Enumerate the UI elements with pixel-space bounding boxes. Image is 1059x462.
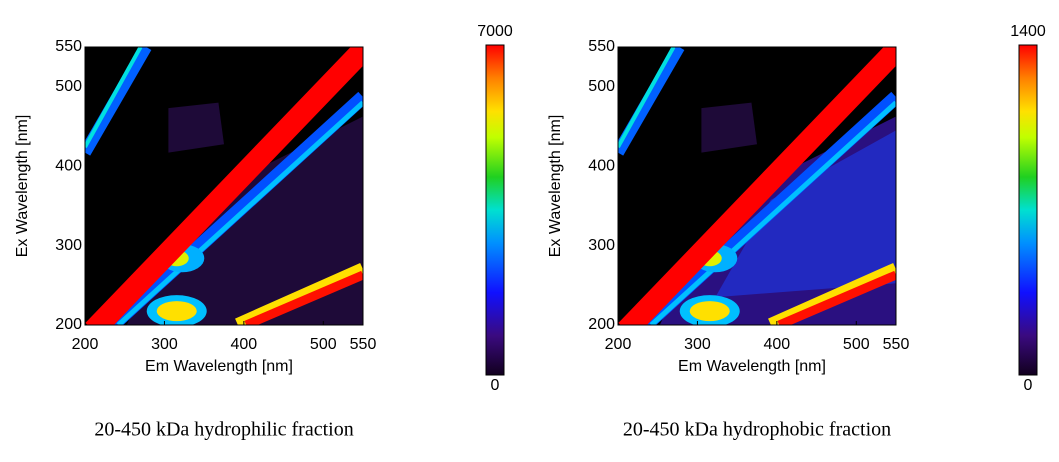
heatmap bbox=[85, 47, 363, 325]
band bbox=[244, 270, 363, 325]
band bbox=[85, 47, 143, 149]
x-axis-label: Em Wavelength [nm] bbox=[678, 358, 826, 375]
x-tick-label: 550 bbox=[883, 336, 910, 353]
y-tick-label: 400 bbox=[588, 157, 615, 174]
y-tick-label: 300 bbox=[588, 237, 615, 254]
y-tick-label: 550 bbox=[588, 38, 615, 55]
caption: 20-450 kDa hydrophilic fraction bbox=[94, 419, 353, 441]
x-tick-label: 300 bbox=[151, 336, 178, 353]
band bbox=[641, 91, 896, 325]
region bbox=[126, 116, 363, 325]
y-axis-label: Ex Wavelength [nm] bbox=[547, 115, 564, 258]
y-tick-label: 550 bbox=[55, 38, 82, 55]
x-tick-label: 400 bbox=[764, 336, 791, 353]
band bbox=[108, 91, 363, 325]
y-axis-label: Ex Wavelength [nm] bbox=[14, 115, 31, 258]
band bbox=[618, 47, 896, 325]
x-tick-label: 550 bbox=[350, 336, 377, 353]
frame bbox=[617, 46, 897, 326]
x-tick-label: 200 bbox=[605, 336, 632, 353]
x-axis-label: Em Wavelength [nm] bbox=[145, 358, 293, 375]
region bbox=[168, 102, 224, 153]
colorbar-label: 1400 bbox=[1010, 23, 1046, 40]
colorbar bbox=[485, 44, 505, 376]
band bbox=[85, 47, 363, 325]
x-tick-label: 200 bbox=[72, 336, 99, 353]
band bbox=[85, 47, 152, 156]
blob bbox=[156, 301, 197, 322]
colorbar-label: 0 bbox=[491, 377, 500, 394]
x-tick-label: 400 bbox=[231, 336, 258, 353]
x-tick-label: 500 bbox=[843, 336, 870, 353]
region bbox=[701, 102, 757, 153]
y-tick-label: 300 bbox=[55, 237, 82, 254]
x-tick-label: 300 bbox=[684, 336, 711, 353]
band bbox=[618, 47, 676, 149]
y-tick-label: 500 bbox=[55, 78, 82, 95]
y-tick-label: 400 bbox=[55, 157, 82, 174]
blob bbox=[689, 301, 730, 322]
heatmap bbox=[618, 47, 896, 325]
y-tick-label: 200 bbox=[55, 316, 82, 333]
band bbox=[116, 100, 363, 325]
colorbar-label: 7000 bbox=[477, 23, 513, 40]
frame bbox=[84, 46, 364, 326]
band bbox=[649, 100, 896, 325]
band bbox=[618, 47, 685, 156]
y-tick-label: 500 bbox=[588, 78, 615, 95]
band bbox=[777, 270, 896, 325]
x-tick-label: 500 bbox=[310, 336, 337, 353]
y-tick-label: 200 bbox=[588, 316, 615, 333]
colorbar-label: 0 bbox=[1024, 377, 1033, 394]
colorbar bbox=[1018, 44, 1038, 376]
caption: 20-450 kDa hydrophobic fraction bbox=[623, 419, 891, 441]
region bbox=[715, 130, 896, 298]
